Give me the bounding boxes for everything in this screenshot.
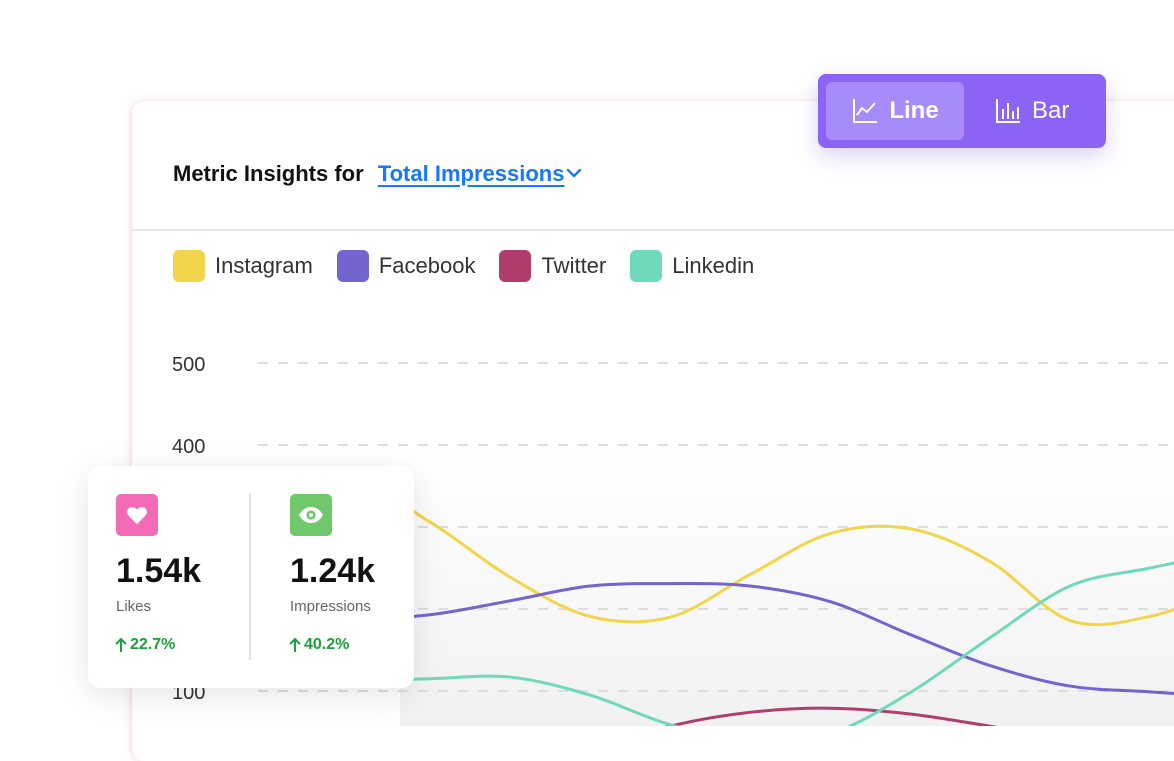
stats-card: 1.54k Likes 22.7% 1.24k Impressions 40.2… [88,466,414,688]
impressions-change-value: 40.2% [304,636,350,653]
legend-swatch-linkedin [630,250,663,282]
likes-stat: 1.54k Likes 22.7% [115,494,201,653]
arrow-up-icon [115,637,127,652]
likes-label: Likes [116,598,152,615]
eye-icon [299,507,323,523]
impressions-label: Impressions [290,598,371,615]
legend-item-facebook[interactable]: Facebook [336,250,476,282]
metric-dropdown-label: Total Impressions [377,161,565,186]
likes-value: 1.54k [116,552,202,590]
bar-chart-button[interactable]: Bar [994,82,1094,140]
chart-type-toggle: Line Bar [818,74,1106,148]
legend-swatch-twitter [499,250,532,282]
chevron-down-icon [567,168,582,178]
y-tick-label: 400 [172,436,205,458]
legend-label-facebook: Facebook [378,253,476,278]
legend-item-instagram[interactable]: Instagram [173,250,313,282]
line-chart-button[interactable]: Line [826,82,964,140]
series-line-twitter[interactable] [270,706,1174,726]
legend-item-linkedin[interactable]: Linkedin [630,250,754,282]
series-line-facebook[interactable] [268,582,1174,698]
y-tick-label: 500 [172,354,205,376]
series-line-instagram[interactable] [268,479,1174,627]
legend-swatch-facebook [336,250,369,282]
arrow-up-icon [289,637,301,652]
bar-chart-label: Bar [1032,97,1070,124]
grid-lines [258,362,1174,692]
heart-icon [127,507,147,525]
legend-label-twitter: Twitter [541,253,607,278]
card-title: Metric Insights for Total Impressions [173,161,582,187]
legend-label-instagram: Instagram [215,253,313,278]
likes-icon-badge [116,494,158,536]
header-divider [132,229,1174,231]
chart-legend: Instagram Facebook Twitter Linkedin [173,250,754,282]
likes-change-value: 22.7% [130,636,176,653]
bar-chart-icon [996,99,1020,123]
stats-divider [249,494,251,660]
legend-item-twitter[interactable]: Twitter [499,250,606,282]
line-chart-icon [853,99,878,123]
line-chart-label: Line [889,97,939,124]
impressions-change: 40.2% [288,636,349,654]
legend-label-linkedin: Linkedin [672,253,755,278]
metric-dropdown[interactable]: Total Impressions [378,161,583,186]
series-lines [268,479,1174,726]
card-title-prefix: Metric Insights for [173,161,364,186]
legend-swatch-instagram [173,250,205,282]
likes-change: 22.7% [114,636,175,654]
series-line-linkedin[interactable] [268,552,1174,726]
impressions-icon-badge [290,494,332,536]
impressions-stat: 1.24k Impressions 40.2% [289,494,375,653]
impressions-value: 1.24k [290,552,376,590]
